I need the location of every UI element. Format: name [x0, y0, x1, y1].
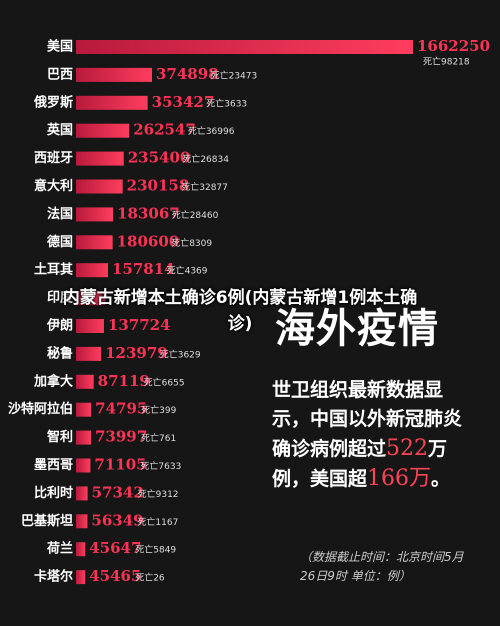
- value-label: 180600: [117, 232, 180, 250]
- value-label: 137724: [108, 316, 171, 334]
- category-label: 意大利: [34, 178, 73, 194]
- death-label: 死亡28460: [172, 209, 219, 221]
- overlay-caption: 内蒙古新增本土确诊6例(内蒙古新增1例本土确诊): [62, 288, 418, 334]
- bar: [76, 319, 104, 333]
- category-label: 荷兰: [46, 541, 73, 557]
- category-label: 巴西: [47, 67, 73, 82]
- category-label: 法国: [47, 206, 73, 222]
- death-label: 死亡4369: [167, 265, 208, 277]
- bar: [76, 486, 88, 501]
- category-label: 德国: [47, 234, 73, 250]
- bar: [76, 235, 113, 250]
- bar: [76, 514, 88, 529]
- highlight: 522: [386, 436, 429, 461]
- category-label: 俄罗斯: [33, 94, 73, 110]
- bar: [76, 263, 108, 278]
- death-label: 死亡6655: [144, 376, 185, 388]
- value-label: 74795: [95, 400, 147, 418]
- bar: [76, 430, 92, 445]
- bar: [76, 291, 106, 306]
- death-label: 死亡98218: [423, 56, 470, 68]
- category-label: 伊朗: [46, 318, 73, 334]
- death-label: 死亡5849: [135, 544, 176, 556]
- value-label: 56349: [91, 511, 143, 529]
- panel-title: 海外疫情: [275, 305, 439, 352]
- death-label: 死亡761: [141, 432, 176, 444]
- value-label: 45647: [89, 539, 141, 557]
- category-label: 美国: [47, 39, 73, 55]
- value-label: 235400: [128, 149, 191, 167]
- value-label: 45465: [89, 567, 141, 585]
- value-label: 157814: [112, 260, 175, 278]
- category-label: 印度: [47, 290, 74, 306]
- death-label: 死亡9312: [138, 488, 179, 500]
- value-label: 73997: [95, 428, 147, 446]
- category-label: 墨西哥: [34, 457, 73, 473]
- value-label: 262547: [133, 121, 196, 139]
- death-label: 死亡1167: [137, 516, 178, 528]
- death-label: 死亡3633: [206, 97, 247, 109]
- bar: [76, 40, 413, 54]
- category-label: 卡塔尔: [34, 569, 73, 585]
- value-label: 353427: [152, 93, 215, 111]
- category-label: 比利时: [34, 485, 73, 501]
- death-label: 死亡36996: [188, 125, 235, 137]
- category-label: 英国: [46, 122, 73, 138]
- category-label: 沙特阿拉伯: [8, 401, 73, 417]
- bar: [76, 123, 130, 138]
- bar: [76, 151, 124, 166]
- bar: [76, 402, 92, 417]
- death-label: 死亡8309: [171, 237, 212, 249]
- text: 万例，美国超: [272, 438, 448, 490]
- bar: [76, 458, 91, 473]
- bar: [76, 542, 86, 557]
- death-label: 死亡399: [141, 404, 176, 416]
- value-label: 183067: [117, 204, 180, 222]
- text: 世卫组织最新数据显示，中国以外新冠肺炎确诊病例超过: [272, 379, 463, 460]
- panel-text: 世卫组织最新数据显示，中国以外新冠肺炎确诊病例超过522万例，美国超166万。: [272, 376, 477, 494]
- bar: [76, 374, 94, 389]
- death-label: 死亡26: [135, 572, 165, 584]
- text: 。: [431, 468, 451, 490]
- death-label: 死亡7633: [140, 460, 181, 472]
- bar: [76, 570, 86, 585]
- value-label: 374898: [156, 65, 219, 83]
- value-label: 123979: [105, 344, 168, 362]
- death-label: 死亡32877: [181, 181, 228, 193]
- value-label: 57342: [92, 483, 144, 501]
- category-label: 加拿大: [33, 373, 73, 389]
- category-label: 智利: [47, 429, 73, 445]
- death-label: 死亡23473: [211, 69, 258, 81]
- note: （数据截止时间：北京时间5月26日9时 单位：例）: [300, 550, 464, 583]
- highlight: 166万: [367, 466, 432, 491]
- bar: [76, 67, 153, 82]
- bar: [76, 207, 114, 222]
- category-label: 土耳其: [34, 262, 73, 278]
- category-label: 西班牙: [34, 150, 73, 166]
- value-label: 87119: [98, 372, 150, 390]
- category-label: 巴基斯坦: [21, 513, 73, 529]
- bar: [76, 95, 148, 110]
- death-label: 死亡26834: [182, 153, 229, 165]
- bar: [76, 346, 102, 361]
- death-label: 死亡3629: [160, 348, 201, 360]
- value-label: 71105: [94, 456, 146, 474]
- category-label: 秘鲁: [47, 345, 73, 361]
- value-label: 230158: [127, 177, 190, 195]
- value-label: 1662250: [417, 37, 490, 55]
- bar: [76, 179, 123, 194]
